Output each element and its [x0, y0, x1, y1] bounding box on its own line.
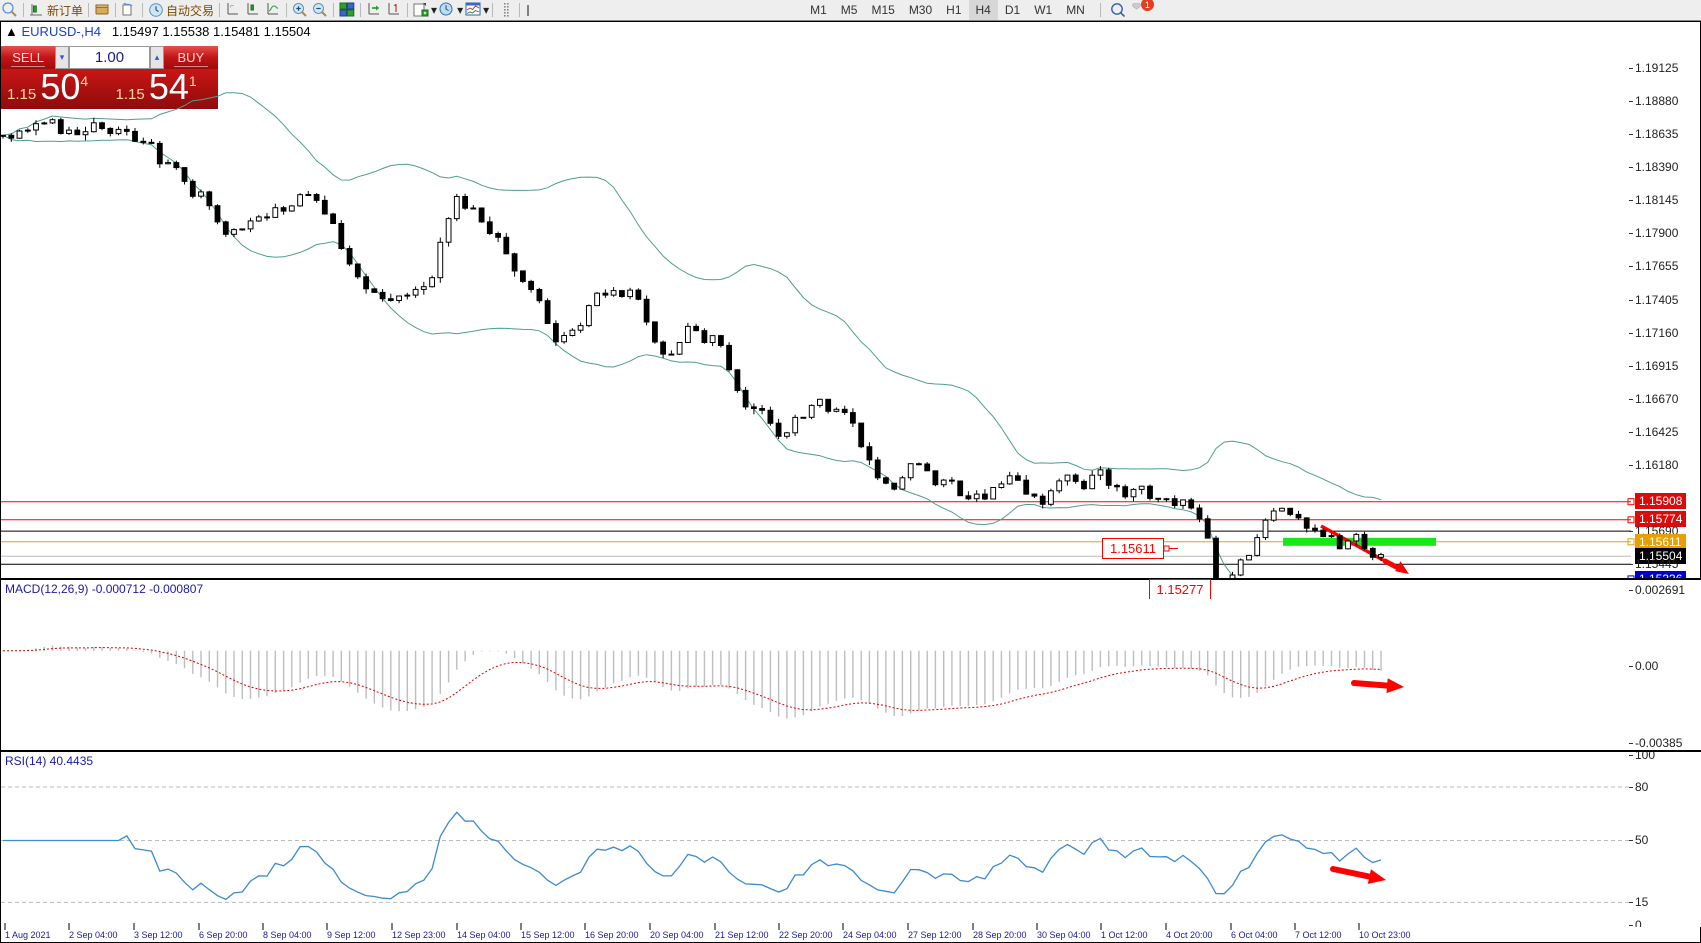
svg-text:⌐: ⌐	[230, 3, 234, 10]
